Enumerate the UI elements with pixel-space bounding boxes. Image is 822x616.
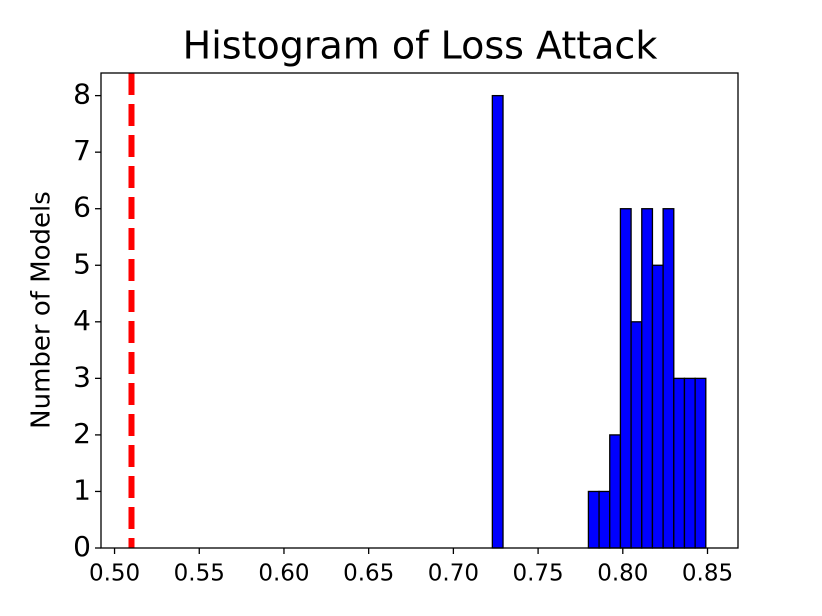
bar (630, 321, 643, 549)
y-axis-label: Number of Models (27, 191, 57, 429)
x-tick-label: 0.70 (428, 561, 479, 587)
bar (683, 377, 696, 549)
y-tick-label: 1 (73, 473, 91, 506)
bar (673, 377, 686, 549)
x-tick-label: 0.65 (343, 561, 394, 587)
plot-frame (100, 72, 739, 549)
y-tick-label: 2 (73, 417, 91, 450)
bar (694, 377, 707, 549)
x-tick-label: 0.50 (89, 561, 140, 587)
chart-title: Histogram of Loss Attack (183, 24, 658, 68)
x-tick-label: 0.55 (174, 561, 225, 587)
bar (598, 490, 611, 549)
x-tick-label: 0.75 (512, 561, 563, 587)
bar (609, 434, 622, 549)
y-tick-label: 4 (73, 304, 91, 337)
bar (491, 94, 504, 549)
y-tick-label: 3 (73, 360, 91, 393)
bar (662, 208, 675, 549)
bar (651, 264, 664, 549)
y-tick-label: 5 (73, 247, 91, 280)
y-tick-label: 6 (73, 191, 91, 224)
y-tick-label: 7 (73, 134, 91, 167)
x-tick-label: 0.60 (258, 561, 309, 587)
bar (641, 208, 654, 549)
y-tick-label: 0 (73, 530, 91, 563)
bar (619, 208, 632, 549)
x-tick-label: 0.80 (597, 561, 648, 587)
x-tick-label: 0.85 (682, 561, 733, 587)
bar (587, 490, 600, 549)
y-tick-label: 8 (73, 78, 91, 111)
